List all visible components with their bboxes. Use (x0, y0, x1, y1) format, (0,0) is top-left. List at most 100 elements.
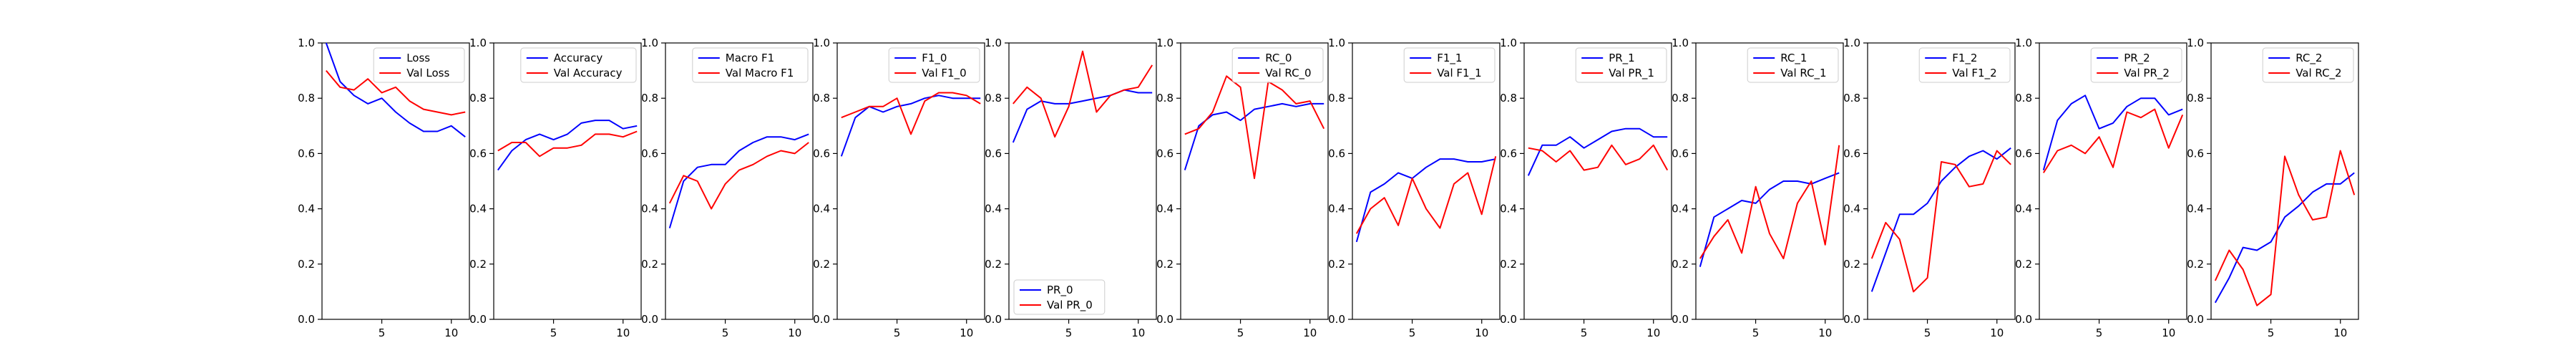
legend-label: RC_1 (1780, 52, 1807, 65)
val-series-line (668, 142, 809, 210)
val-series-line (1528, 144, 1669, 171)
x-tick-label: 10 (1990, 326, 2004, 339)
legend: F1_2 Val F1_2 (1918, 47, 2011, 83)
subplot-5: 0.0 0.2 0.4 0.6 0.8 1.0 5 10 PR_0 Val PR_0 (985, 37, 1157, 339)
train-series-line (1699, 172, 1840, 267)
y-tick-label: 0.6 (1843, 147, 1860, 160)
legend-label: Val RC_2 (2296, 67, 2341, 80)
val-series-line (1013, 50, 1153, 138)
y-tick-label: 1.0 (2187, 37, 2204, 49)
legend-label: Val PR_1 (1609, 67, 1654, 80)
train-series-line (668, 133, 809, 228)
legend-label: Val Loss (406, 67, 449, 79)
x-tick-label: 5 (894, 326, 901, 339)
y-tick-label: 1.0 (2015, 37, 2032, 49)
legend: PR_1 Val PR_1 (1575, 47, 1667, 83)
y-tick-label: 0.8 (469, 92, 487, 105)
val-series-line (1355, 156, 1497, 234)
y-tick-label: 0.8 (1843, 92, 1860, 105)
plot-frame (836, 42, 985, 320)
legend: PR_2 Val PR_2 (2090, 47, 2182, 83)
y-tick-label: 0.2 (1156, 258, 1174, 271)
val-series-line (841, 92, 981, 135)
y-tick-label: 1.0 (1843, 37, 1860, 49)
val-series-line (1184, 75, 1325, 180)
x-tick-label: 5 (550, 326, 557, 339)
y-tick-label: 0.2 (1843, 258, 1860, 271)
y-tick-label: 0.2 (298, 258, 315, 271)
y-tick-label: 0.8 (298, 92, 315, 105)
plot-frame (665, 42, 814, 320)
y-tick-label: 0.4 (813, 203, 830, 216)
y-tick-label: 1.0 (1156, 37, 1174, 49)
x-tick-label: 5 (722, 326, 729, 339)
y-tick-label: 0.4 (2015, 203, 2032, 216)
y-tick-label: 0.6 (813, 147, 830, 160)
legend-label: F1_0 (922, 52, 947, 65)
y-tick-label: 0.2 (985, 258, 1002, 271)
y-tick-label: 0.4 (1156, 203, 1174, 216)
x-tick-label: 10 (2162, 326, 2175, 339)
legend: RC_2 Val RC_2 (2262, 47, 2354, 83)
y-tick-label: 0.8 (2015, 92, 2032, 105)
train-series-line (1870, 147, 2011, 292)
x-tick-label: 5 (1581, 326, 1588, 339)
legend-label: Val RC_1 (1780, 67, 1826, 80)
y-tick-label: 0.0 (1156, 313, 1174, 326)
y-tick-label: 0.4 (641, 203, 658, 216)
plot-frame (1352, 42, 1501, 320)
train-series-line (497, 120, 638, 171)
plot-frame (1180, 42, 1329, 320)
legend: F1_1 Val F1_1 (1403, 47, 1496, 83)
y-tick-label: 0.4 (1328, 203, 1345, 216)
subplot-1: 0.0 0.2 0.4 0.6 0.8 1.0 5 10 Loss Val Loss (298, 37, 470, 339)
y-tick-label: 0.2 (2015, 258, 2032, 271)
legend-label: Loss (406, 52, 430, 64)
y-tick-label: 0.6 (469, 147, 487, 160)
x-tick-label: 5 (1065, 326, 1073, 339)
subplot-11: 0.0 0.2 0.4 0.6 0.8 1.0 5 10 PR_2 Val PR_2 (2015, 37, 2187, 339)
y-tick-label: 0.4 (1500, 203, 1517, 216)
train-series-line (840, 95, 981, 157)
x-tick-label: 10 (960, 326, 973, 339)
subplot-4: 0.0 0.2 0.4 0.6 0.8 1.0 5 10 F1_0 Val F1_0 (813, 37, 985, 339)
plot-frame (1867, 42, 2016, 320)
y-tick-label: 0.4 (985, 203, 1002, 216)
y-tick-label: 1.0 (298, 37, 315, 49)
y-tick-label: 1.0 (1328, 37, 1345, 49)
y-tick-label: 0.8 (1156, 92, 1174, 105)
y-tick-label: 0.8 (1672, 92, 1689, 105)
y-tick-label: 0.6 (641, 147, 658, 160)
y-tick-label: 0.0 (1672, 313, 1689, 326)
y-tick-label: 0.2 (2187, 258, 2204, 271)
legend: RC_1 Val RC_1 (1747, 47, 1839, 83)
y-tick-label: 0.4 (298, 203, 315, 216)
train-series-line (2214, 172, 2355, 304)
x-tick-label: 5 (1409, 326, 1416, 339)
y-tick-label: 0.8 (813, 92, 830, 105)
y-tick-label: 0.6 (2187, 147, 2204, 160)
y-tick-label: 0.8 (641, 92, 658, 105)
subplot-6: 0.0 0.2 0.4 0.6 0.8 1.0 5 10 RC_0 Val RC_0 (1156, 37, 1329, 339)
y-tick-label: 0.6 (1156, 147, 1174, 160)
legend-label: PR_2 (2124, 52, 2150, 65)
x-tick-label: 10 (2333, 326, 2347, 339)
legend-label: PR_1 (1609, 52, 1635, 65)
x-tick-label: 10 (1303, 326, 1317, 339)
plot-frame (1695, 42, 1844, 320)
y-tick-label: 0.6 (2015, 147, 2032, 160)
y-tick-label: 0.2 (1672, 258, 1689, 271)
y-tick-label: 1.0 (985, 37, 1002, 49)
subplot-3: 0.0 0.2 0.4 0.6 0.8 1.0 5 10 Macro F1 Val Macro F… (641, 37, 814, 339)
y-tick-label: 1.0 (1672, 37, 1689, 49)
y-tick-label: 0.4 (1672, 203, 1689, 216)
y-tick-label: 0.8 (2187, 92, 2204, 105)
x-tick-label: 10 (1131, 326, 1145, 339)
subplot-10: 0.0 0.2 0.4 0.6 0.8 1.0 5 10 F1_2 Val F1_2 (1843, 37, 2016, 339)
y-tick-label: 0.0 (813, 313, 830, 326)
legend: RC_0 Val RC_0 (1231, 47, 1324, 83)
subplot-2: 0.0 0.2 0.4 0.6 0.8 1.0 5 10 Accuracy Val Accurac… (469, 37, 642, 339)
y-tick-label: 0.0 (1328, 313, 1345, 326)
subplot-9: 0.0 0.2 0.4 0.6 0.8 1.0 5 10 RC_1 Val RC_1 (1672, 37, 1844, 339)
